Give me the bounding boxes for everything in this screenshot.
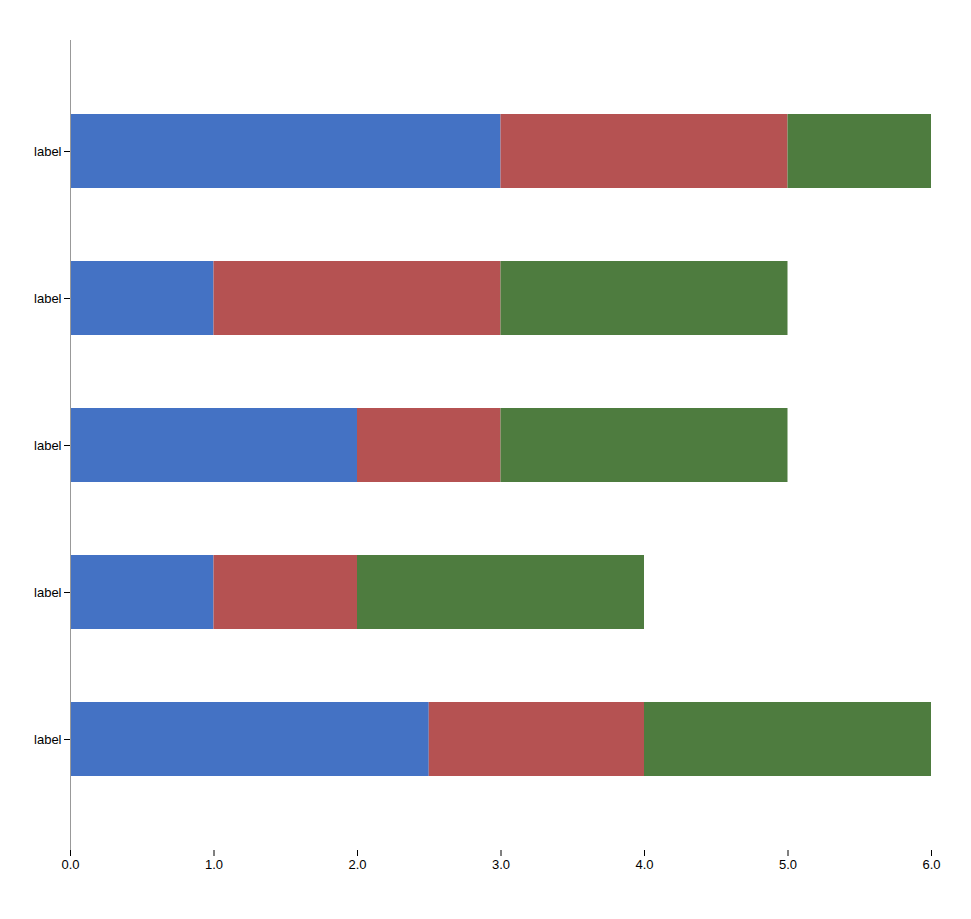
svg-text:label: label — [34, 732, 62, 747]
svg-text:label: label — [34, 585, 62, 600]
svg-text:6.0: 6.0 — [922, 857, 940, 872]
svg-text:5.0: 5.0 — [779, 857, 797, 872]
svg-text:label: label — [34, 438, 62, 453]
svg-text:1.0: 1.0 — [205, 857, 223, 872]
svg-text:label: label — [34, 291, 62, 306]
svg-text:label: label — [34, 144, 62, 159]
svg-text:4.0: 4.0 — [635, 857, 653, 872]
svg-text:3.0: 3.0 — [492, 857, 510, 872]
svg-text:2.0: 2.0 — [348, 857, 366, 872]
svg-text:0.0: 0.0 — [61, 857, 79, 872]
